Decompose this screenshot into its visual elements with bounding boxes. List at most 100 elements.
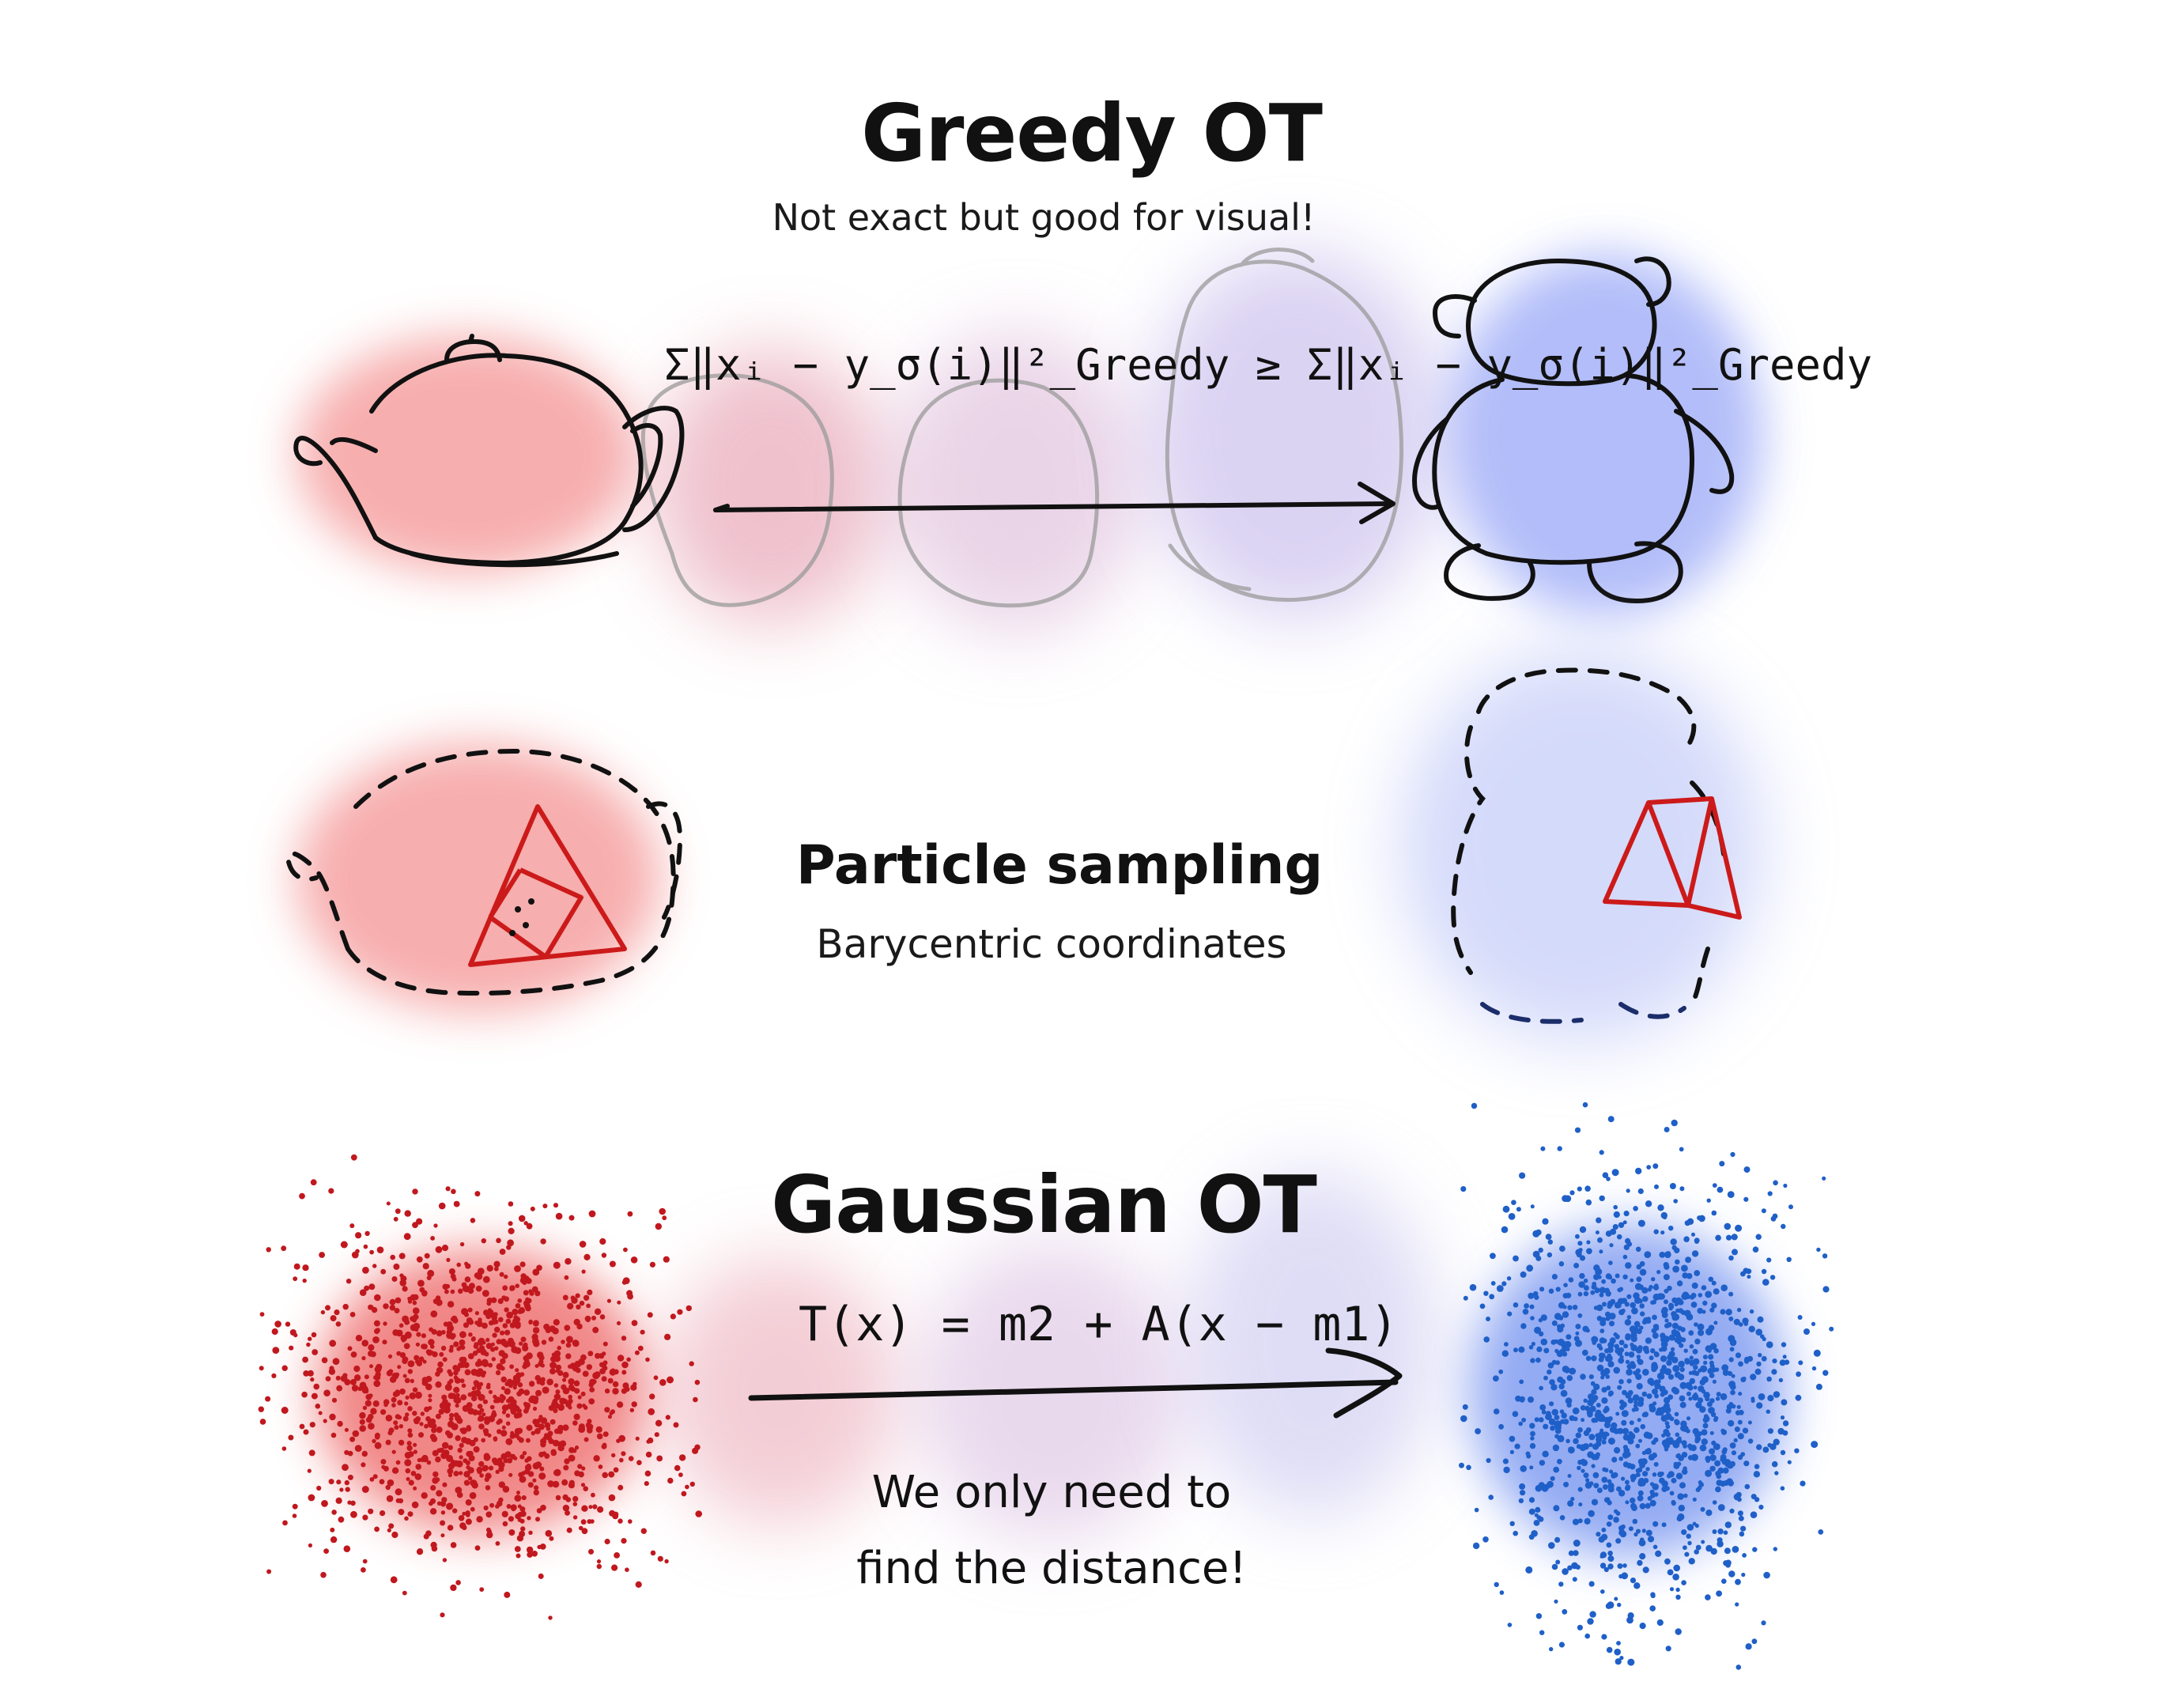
particle-dot <box>301 1391 308 1398</box>
particle-dot <box>596 1563 602 1570</box>
particle-dot <box>644 1470 652 1477</box>
particle-dot <box>1594 1288 1600 1294</box>
particle-dot <box>464 1364 469 1368</box>
particle-dot <box>1727 1191 1735 1198</box>
particle-dot <box>1622 1254 1628 1260</box>
particle-dot <box>1548 1288 1554 1294</box>
particle-dot <box>1599 1150 1604 1155</box>
particle-dot <box>1743 1268 1749 1274</box>
particle-dot <box>1469 1283 1477 1291</box>
particle-dot <box>1634 1283 1642 1290</box>
particle-dot <box>1615 1411 1620 1416</box>
particle-dot <box>448 1472 453 1478</box>
gaussian-ot-title: Gaussian OT <box>771 1158 1317 1251</box>
particle-dot <box>1598 1352 1604 1358</box>
particle-dot <box>469 1439 476 1447</box>
particle-dot <box>1677 1493 1684 1500</box>
particle-dot <box>553 1408 558 1414</box>
particle-dot <box>588 1210 596 1218</box>
particle-dot <box>565 1342 572 1348</box>
particle-dot <box>504 1388 511 1395</box>
particle-dot <box>1656 1372 1664 1380</box>
particle-dot <box>1621 1572 1629 1580</box>
particle-dot <box>1549 1379 1555 1385</box>
particle-dot <box>1528 1396 1534 1403</box>
particle-dot <box>1529 1465 1534 1470</box>
particle-dot <box>1652 1332 1659 1340</box>
particle-dot <box>539 1466 545 1472</box>
particle-dot <box>505 1413 511 1418</box>
particle-dot <box>500 1358 506 1365</box>
particle-dot <box>1634 1372 1640 1377</box>
particle-dot <box>1596 1487 1603 1494</box>
particle-dot <box>513 1412 520 1419</box>
particle-dot <box>1641 1458 1648 1465</box>
particle-dot <box>465 1518 472 1525</box>
particle-dot <box>450 1332 456 1339</box>
particle-dot <box>1493 1375 1499 1382</box>
particle-dot <box>550 1449 557 1457</box>
particle-dot <box>1698 1385 1705 1392</box>
particle-dot <box>1724 1547 1731 1555</box>
particle-dot <box>617 1355 625 1362</box>
particle-dot <box>1663 1428 1670 1435</box>
particle-dot <box>1605 1273 1612 1279</box>
particle-dot <box>497 1298 504 1305</box>
particle-dot <box>474 1372 480 1377</box>
particle-dot <box>1737 1433 1744 1440</box>
particle-dot <box>1581 1459 1588 1467</box>
particle-dot <box>522 1344 529 1352</box>
particle-dot <box>1667 1285 1672 1291</box>
particle-dot <box>1608 1321 1615 1327</box>
particle-dot <box>1550 1425 1555 1431</box>
particle-dot <box>606 1298 612 1303</box>
particle-dot <box>555 1369 560 1374</box>
particle-dot <box>427 1269 435 1277</box>
particle-dot <box>407 1369 413 1374</box>
particle-dot <box>1535 1506 1541 1513</box>
particle-dot <box>1767 1428 1773 1434</box>
particle-dot <box>455 1487 463 1494</box>
particle-dot <box>1747 1275 1751 1279</box>
particle-dot <box>1539 1417 1544 1423</box>
particle-dot <box>534 1374 541 1381</box>
particle-dot <box>647 1437 654 1444</box>
particle-dot <box>416 1218 423 1225</box>
particle-dot <box>392 1329 399 1336</box>
particle-dot <box>1607 1438 1615 1445</box>
particle-dot <box>342 1303 349 1310</box>
particle-dot <box>1701 1285 1707 1290</box>
particle-dot <box>1522 1309 1529 1315</box>
particle-dot <box>470 1479 478 1487</box>
particle-dot <box>1555 1559 1561 1565</box>
particle-dot <box>330 1527 335 1532</box>
particle-dot <box>1618 1490 1626 1497</box>
particle-dot <box>1705 1469 1713 1477</box>
particle-dot <box>586 1317 591 1323</box>
particle-dot <box>517 1512 523 1517</box>
particle-dot <box>1577 1487 1583 1492</box>
particle-dot <box>1715 1234 1721 1241</box>
particle-dot <box>1758 1393 1766 1400</box>
particle-dot <box>1688 1558 1695 1565</box>
particle-dot <box>1633 1206 1638 1211</box>
particle-dot <box>1538 1516 1544 1522</box>
particle-dot <box>601 1376 607 1382</box>
particle-dot <box>368 1304 373 1310</box>
particle-dot <box>1712 1183 1717 1188</box>
particle-dot <box>1607 1341 1615 1349</box>
particle-dot <box>394 1308 400 1313</box>
particle-dot <box>416 1256 423 1263</box>
particle-dot <box>1664 1486 1670 1491</box>
particle-dot <box>588 1548 594 1555</box>
particle-dot <box>448 1445 453 1450</box>
particle-dot <box>516 1391 522 1396</box>
particle-dot <box>604 1538 610 1545</box>
particle-dot <box>1695 1487 1701 1492</box>
particle-dot <box>657 1555 663 1562</box>
particle-dot <box>1599 1415 1607 1423</box>
particle-dot <box>1698 1368 1702 1373</box>
particle-dot <box>1599 1287 1607 1294</box>
particle-dot <box>312 1349 319 1355</box>
particle-dot <box>548 1336 554 1342</box>
